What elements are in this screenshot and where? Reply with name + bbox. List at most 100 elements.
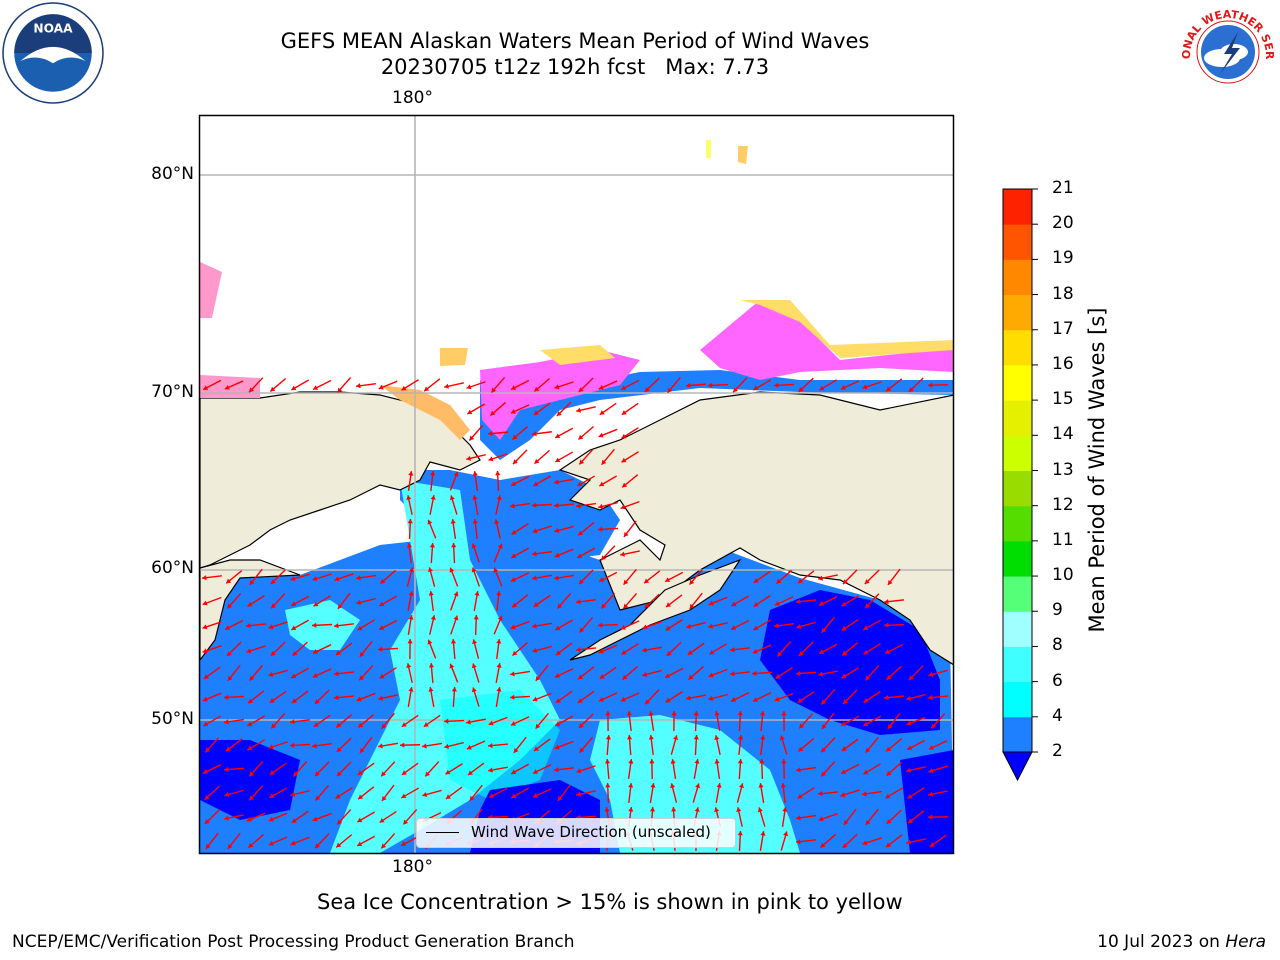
wind-wave-arrow-head <box>510 671 515 677</box>
wind-wave-arrow-head <box>422 792 428 798</box>
wind-wave-arrow-head <box>378 646 383 652</box>
wind-wave-arrow-head <box>599 481 605 487</box>
wind-wave-arrow-head <box>843 819 849 825</box>
wind-wave-arrow-head <box>512 650 518 656</box>
colorbar-segment <box>1003 681 1032 718</box>
wind-wave-arrow-head <box>380 578 386 584</box>
wind-wave-arrow-head <box>716 783 722 788</box>
wind-wave-arrow-head <box>381 795 387 801</box>
wind-wave-arrow-head <box>928 694 933 701</box>
wind-wave-arrow-head <box>227 843 233 849</box>
wind-wave-arrow-head <box>466 455 472 461</box>
wind-wave-arrow-head <box>598 622 603 628</box>
wind-wave-arrow-head <box>554 673 560 678</box>
wind-wave-arrow-head <box>451 543 457 548</box>
wind-wave-arrow-head <box>291 673 297 679</box>
wind-wave-arrow-head <box>532 431 537 437</box>
wind-wave-arrow-head <box>626 735 633 740</box>
wind-wave-arrow-head <box>605 783 611 788</box>
map-legend: Wind Wave Direction (unscaled) <box>416 818 736 848</box>
wind-wave-arrow-head <box>293 771 299 777</box>
wind-wave-arrow-head <box>533 410 539 415</box>
wind-wave-arrow-head <box>555 457 561 463</box>
colorbar-tick-label: 4 <box>1052 705 1063 726</box>
wind-wave-arrow-head <box>312 649 318 654</box>
wind-wave-arrow-head <box>907 745 913 750</box>
wind-wave-arrow-head <box>496 495 502 500</box>
wind-wave-arrow-head <box>714 807 720 813</box>
wind-wave-arrow-head <box>511 385 517 390</box>
wind-wave-arrow-head <box>495 471 501 476</box>
wind-wave-arrow-head <box>224 792 230 797</box>
colorbar-segment <box>1003 294 1032 331</box>
wind-wave-arrow-head <box>693 711 699 716</box>
wind-wave-arrow-head <box>450 519 456 524</box>
wind-wave-arrow-head <box>599 410 605 415</box>
wind-wave-arrow-head <box>753 625 759 631</box>
wind-wave-arrow-head <box>623 531 629 537</box>
wind-wave-arrow-head <box>760 831 766 836</box>
wind-wave-arrow-head <box>579 459 585 465</box>
wind-wave-arrow-head <box>291 385 297 391</box>
wind-wave-arrow-head <box>798 651 804 656</box>
wind-wave-arrow-head <box>714 759 720 764</box>
wind-wave-arrow-head <box>313 385 319 390</box>
wind-wave-arrow-head <box>533 746 539 751</box>
wind-wave-arrow-head <box>601 603 607 609</box>
wind-wave-arrow-head <box>796 670 801 676</box>
colorbar-tick-label: 14 <box>1052 424 1074 445</box>
wind-wave-arrow-head <box>579 627 585 633</box>
wind-wave-arrow-head <box>906 720 912 726</box>
wind-wave-arrow-head <box>774 382 779 388</box>
wind-wave-arrow-head <box>312 816 318 822</box>
colorbar-label: Mean Period of Wind Waves [s] <box>1085 307 1109 633</box>
wind-wave-arrow-head <box>430 615 436 621</box>
wind-wave-arrows <box>201 376 949 852</box>
wind-wave-arrow-head <box>401 793 407 799</box>
wind-wave-arrow-head <box>493 567 499 573</box>
wind-wave-arrow-head <box>510 503 515 509</box>
colorbar-segment <box>1003 611 1032 647</box>
wind-wave-arrow-head <box>906 695 912 701</box>
wind-wave-arrow-head <box>488 456 494 462</box>
colorbar-segment <box>1003 329 1032 366</box>
wind-wave-arrow-head <box>886 842 892 848</box>
wind-wave-arrow-head <box>356 575 361 581</box>
wind-wave-arrow-head <box>224 694 229 700</box>
wind-wave-arrow-head <box>666 602 671 608</box>
colorbar-tick-label: 20 <box>1052 213 1074 234</box>
sea-ice-note: Sea Ice Concentration > 15% is shown in … <box>317 890 903 914</box>
sea-ice-east <box>700 300 954 380</box>
wind-wave-arrow-head <box>491 387 497 393</box>
wind-wave-arrow-head <box>841 673 847 679</box>
wind-wave-arrow-head <box>642 647 647 653</box>
land-kamchatka <box>200 559 301 661</box>
wind-wave-arrow-head <box>534 458 540 464</box>
wind-wave-arrow-head <box>496 687 502 692</box>
wind-wave-arrow-head <box>270 651 276 656</box>
wind-wave-arrow-head <box>226 746 231 752</box>
wind-wave-arrow-head <box>621 457 627 463</box>
lat-label-60n: 60°N <box>151 558 194 578</box>
wind-wave-arrow-head <box>714 735 720 740</box>
wind-wave-arrow-head <box>359 747 365 753</box>
wind-wave-arrow-head <box>408 687 414 692</box>
wind-wave-arrow-head <box>556 411 562 417</box>
wind-wave-arrow-head <box>425 771 431 777</box>
wind-wave-arrow-head <box>649 807 656 812</box>
wind-wave-arrow-head <box>379 625 385 630</box>
wind-wave-arrow-head <box>884 622 889 628</box>
wind-wave-arrow-head <box>334 623 339 629</box>
colorbar-tick-label: 8 <box>1052 635 1063 656</box>
colorbar-segment <box>1003 364 1032 401</box>
colorbar-tick-label: 17 <box>1052 318 1074 339</box>
wind-wave-arrow-head <box>359 651 365 657</box>
wind-wave-arrow-head <box>752 648 758 654</box>
wind-wave-arrow-head <box>821 699 827 705</box>
wind-wave-arrow-head <box>407 639 413 644</box>
wind-wave-arrow-head <box>512 434 518 440</box>
wind-wave-arrow-head <box>709 649 715 655</box>
wind-wave-arrow-head <box>733 387 738 393</box>
wind-wave-arrow-head <box>780 783 786 788</box>
